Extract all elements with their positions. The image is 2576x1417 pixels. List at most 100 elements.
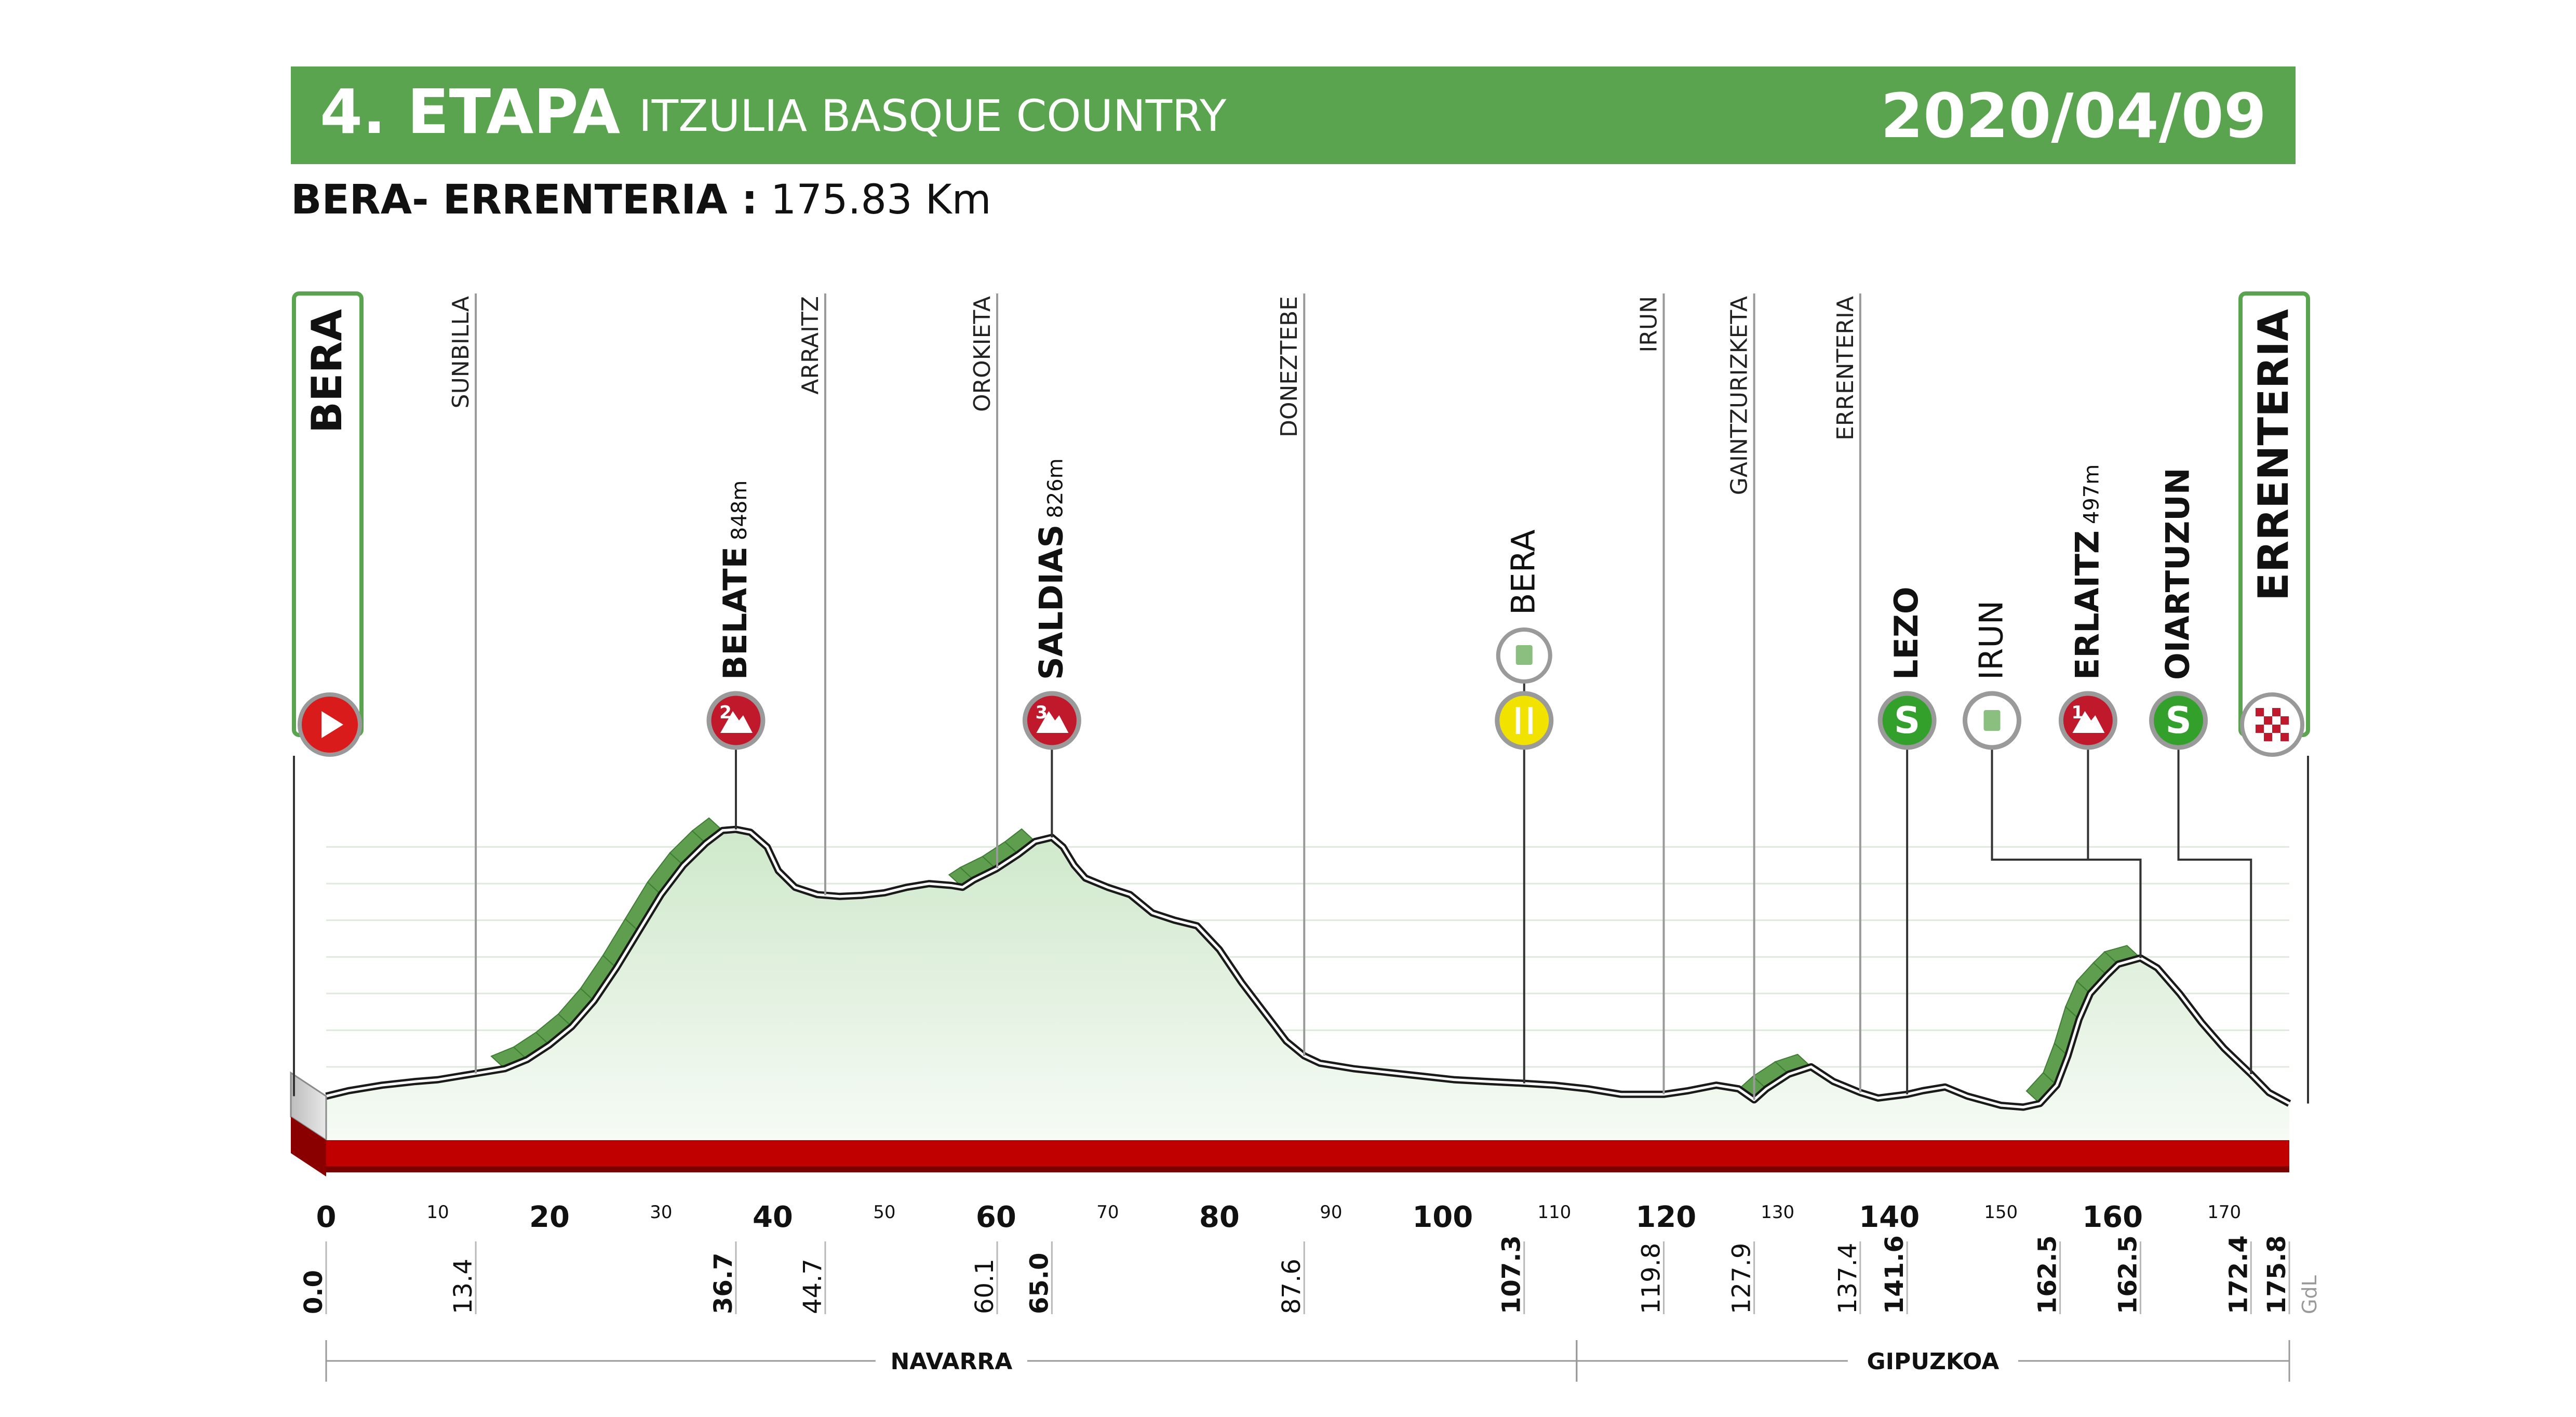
km-label: 127.9 [1727,1243,1756,1314]
km-label: 162.5 [2113,1235,2142,1314]
region-name: NAVARRA [890,1348,1012,1375]
km-label: 137.4 [1833,1243,1862,1314]
x-tick-label: 60 [976,1200,1016,1234]
base-red-bar-shadow [326,1166,2289,1172]
town-name: DONEZTEBE [1276,296,1303,437]
checkered-flag-cell [2264,733,2272,741]
km-label: 13.4 [449,1259,478,1314]
town-name: IRUN [1635,296,1662,353]
km-label: 141.6 [1880,1235,1909,1314]
sprint-letter: S [2165,699,2191,742]
x-tick-label: 40 [753,1200,793,1234]
race-name: ITZULIA BASQUE COUNTRY [639,90,1227,141]
x-tick-label: 130 [1761,1202,1794,1223]
start-name: BERA [303,309,351,433]
base-red-bar [326,1140,2289,1166]
knife-icon [1528,707,1533,734]
mountain-icon [1036,711,1069,733]
point-name: OIARTUZUN [2159,467,2197,680]
point-name: LEZO [1887,586,1925,680]
km-label: 172.4 [2224,1235,2253,1314]
km-label: 44.7 [798,1259,827,1314]
km-label: 107.3 [1497,1235,1526,1314]
checkered-flag-cell [2256,708,2264,716]
checkered-flag-cell [2264,716,2272,725]
route-name: BERA- ERRENTERIA : [291,177,758,223]
route-line: BERA- ERRENTERIA : 175.83 Km [291,177,991,223]
route-distance: 175.83 Km [770,177,991,223]
x-tick-label: 80 [1199,1200,1240,1234]
region-name: GIPUZKOA [1867,1348,2000,1375]
x-tick-label: 30 [650,1202,672,1223]
labels-layer: SUNBILLA ARRAITZ OROKIETA DONEZTEBE IRUN GAIN… [292,291,2310,757]
x-tick-label: 50 [873,1202,895,1223]
profile-line-inner [326,828,2290,1108]
stage-number: 4. ETAPA [320,76,621,148]
stage-banner: 4. ETAPA ITZULIA BASQUE COUNTRY 2020/04/… [291,66,2296,164]
play-icon [321,711,343,738]
km-label: 65.0 [1025,1253,1054,1314]
x-tick-label: 20 [529,1200,570,1234]
town-name: GAINTZURIZKETA [1726,296,1753,495]
km-label: 36.7 [709,1253,738,1314]
km-label: 119.8 [1636,1243,1666,1314]
sprint-letter: S [1894,699,1920,742]
km-label: 162.5 [2033,1235,2062,1314]
km-label: 0.0 [299,1270,328,1314]
point-leader-line [2177,748,2252,1074]
point-name: BERA [1505,529,1542,615]
point-altitude: 826m [1043,458,1067,518]
marker-lines-layer [293,293,2309,1104]
point-altitude: 848m [728,480,752,540]
checkered-flag-cell [2272,708,2280,716]
recycle-bin-icon [1515,645,1533,665]
x-tick-label: 140 [1859,1200,1920,1234]
x-tick-label: 70 [1096,1202,1119,1223]
sprint-icon [1877,691,1937,750]
x-tick-label: 120 [1635,1200,1696,1234]
region-label-bg [1847,1345,2018,1376]
town-name: SUNBILLA [448,296,474,408]
fork-icon [1515,707,1520,734]
point-altitude: 497m [2079,464,2103,524]
town-name: OROKIETA [969,296,996,412]
x-tick-label: 170 [2207,1202,2241,1223]
x-tick-label: 0 [316,1200,337,1234]
feed-icon [1495,691,1554,750]
kom-category: 2 [719,702,732,723]
recycle-bin-icon [1983,710,2001,731]
x-tick-label: 150 [1984,1202,2018,1223]
km-label: 175.8 [2262,1235,2291,1314]
x-tick-label: 110 [1537,1202,1571,1223]
point-leader-line [1991,748,2142,958]
x-tick-label: 100 [1412,1200,1473,1234]
mountain-icon [2072,711,2105,733]
kom-category: 1 [2072,702,2084,723]
axis-layer: 0 10 20 30 40 50 60 70 80 90 100 110 120 130 140 150 160… [299,1200,2321,1382]
finish-name: ERRENTERIA [2249,309,2298,601]
x-tick-label: 90 [1320,1202,1342,1223]
point-leader-line [2087,748,2142,958]
base-side-red [291,1117,326,1177]
x-tick-label: 10 [426,1202,449,1223]
x-tick-label: 160 [2082,1200,2143,1234]
km-label: 60.1 [970,1259,999,1314]
checkered-flag-cell [2272,725,2280,733]
point-name: SALDIAS826m [1032,458,1070,680]
profile-area [326,829,2289,1140]
profile-layer [290,817,2291,1177]
point-name: ERLAITZ497m [2068,464,2106,680]
checkered-flag-cell [2280,716,2289,725]
town-name: ERRENTERIA [1832,296,1859,440]
km-label: 87.6 [1277,1259,1306,1314]
stage-date: 2020/04/09 [1880,80,2266,152]
sprint-icon [2149,691,2208,750]
kom-category: 3 [1036,702,1048,723]
mountain-icon [720,711,753,733]
point-name: BELATE848m [716,480,754,680]
point-name: IRUN [1973,600,2010,680]
credit-label: GdL [2298,1275,2321,1314]
town-name: ARRAITZ [797,296,824,395]
region-label-bg [875,1345,1027,1376]
